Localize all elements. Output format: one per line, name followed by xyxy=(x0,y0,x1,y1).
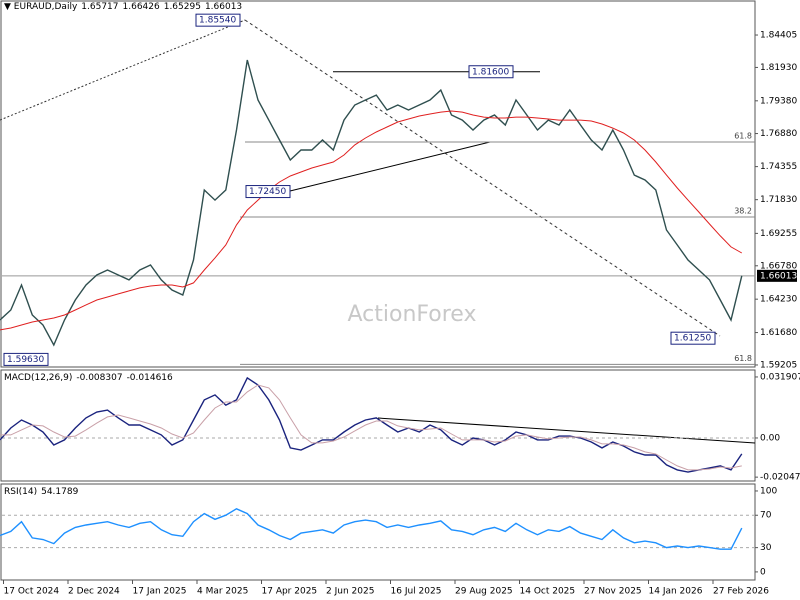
x-tick-label: 14 Oct 2025 xyxy=(520,587,576,597)
y-tick-label: 1.61680 xyxy=(760,328,797,338)
watermark: ActionForex xyxy=(348,302,477,327)
y-tick-label: 1.66780 xyxy=(760,261,797,271)
open: 1.65717 xyxy=(81,2,119,12)
price-label-box xyxy=(468,65,514,79)
trend-line xyxy=(244,19,721,337)
signal-value: -0.014616 xyxy=(126,373,173,383)
last-price-label: 1.66013 xyxy=(760,271,797,281)
fib-label: 38.2 xyxy=(734,206,752,215)
y-tick-label: 0.00 xyxy=(760,433,780,443)
trend-line xyxy=(0,19,246,121)
y-tick-label: 1.74355 xyxy=(760,162,797,172)
y-tick-label: 1.71830 xyxy=(760,195,797,205)
y-tick-label: 1.79380 xyxy=(760,96,797,106)
y-tick-label: 100 xyxy=(760,486,777,496)
symbol: EURAUD,Daily xyxy=(13,2,78,12)
x-tick-label: 17 Jan 2025 xyxy=(133,587,187,597)
y-tick-label: -0.020479 xyxy=(760,473,800,483)
rsi-title: RSI(14) xyxy=(4,487,38,497)
fib-label: 61.8 xyxy=(734,354,752,363)
low: 1.65295 xyxy=(163,2,201,12)
x-tick-label: 2 Jun 2025 xyxy=(326,587,374,597)
price-label-box xyxy=(245,185,291,199)
x-tick-label: 2 Dec 2024 xyxy=(68,587,120,597)
y-tick-label: 1.69255 xyxy=(760,229,797,239)
y-tick-label: 30 xyxy=(760,543,772,553)
x-tick-label: 17 Apr 2025 xyxy=(262,587,318,597)
price-label: 1.72450 xyxy=(249,187,286,197)
x-tick-label: 27 Feb 2026 xyxy=(713,587,769,597)
price-label-box xyxy=(195,13,241,27)
price-label: 1.85540 xyxy=(199,16,236,26)
price-label-box xyxy=(3,352,49,366)
price-label: 1.61250 xyxy=(674,334,711,344)
series-line xyxy=(0,59,743,347)
trend-line xyxy=(289,141,491,192)
macd-title: MACD(12,26,9) xyxy=(4,373,73,383)
series-line xyxy=(0,384,742,471)
high: 1.66426 xyxy=(122,2,160,12)
main-panel xyxy=(0,0,756,368)
macd-value: -0.008307 xyxy=(76,373,123,383)
x-tick-label: 4 Mar 2025 xyxy=(197,587,248,597)
fib-label: 61.8 xyxy=(734,132,752,141)
close: 1.66013 xyxy=(204,2,243,12)
x-tick-label: 14 Jan 2026 xyxy=(649,587,703,597)
y-tick-label: 1.81930 xyxy=(760,63,797,73)
y-tick-label: 70 xyxy=(760,511,772,521)
macd-header: MACD(12,26,9) -0.008307 -0.014616 xyxy=(4,373,177,383)
y-tick-label: 1.59205 xyxy=(760,360,797,370)
price-label: 1.81600 xyxy=(472,67,509,77)
rsi-value: 54.1789 xyxy=(41,487,79,497)
macd-panel xyxy=(0,369,756,482)
x-tick-label: 27 Nov 2025 xyxy=(584,587,642,597)
rsi-panel xyxy=(0,483,756,581)
price-label-box xyxy=(670,331,716,345)
x-tick-label: 29 Aug 2025 xyxy=(455,587,513,597)
y-tick-label: 1.84405 xyxy=(760,31,797,41)
y-tick-label: 0.031907 xyxy=(760,372,800,382)
rsi-header: RSI(14) 54.1789 xyxy=(4,487,82,497)
price-label: 1.59630 xyxy=(7,355,44,365)
y-tick-label: 0 xyxy=(760,567,766,577)
price-header: ▼ EURAUD,Daily 1.65717 1.66426 1.65295 1.660… xyxy=(4,2,243,12)
macd-trend-line xyxy=(377,417,756,444)
x-tick-label: 17 Oct 2024 xyxy=(4,587,60,597)
x-tick-label: 16 Jul 2025 xyxy=(391,587,442,597)
last-price-box xyxy=(757,269,797,282)
series-line xyxy=(0,376,743,473)
y-tick-label: 1.64230 xyxy=(760,295,797,305)
series-line xyxy=(0,508,743,550)
series-line xyxy=(0,110,743,331)
y-tick-label: 1.76880 xyxy=(760,129,797,139)
